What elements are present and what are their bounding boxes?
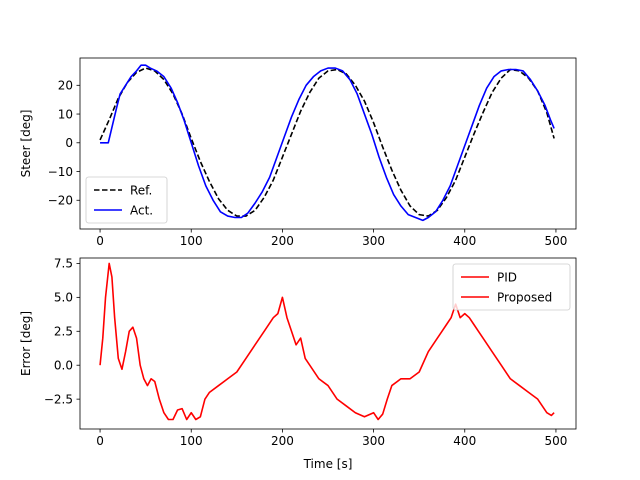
- subplot-2: 0 100 200 300 400 500 −2.5 0.0 2.5 5.0 7.5 Error [d…: [19, 257, 577, 471]
- series-line-act: [100, 64, 555, 222]
- plots: 0 100 200 300 400 500 −20 −10 0 10 20 Steer [deg] Re…: [19, 57, 577, 471]
- series-line-pid: [99, 262, 555, 421]
- legend-label: Act.: [130, 203, 153, 217]
- y-axis-label: Error [deg]: [19, 311, 33, 376]
- x-tick-label: 500: [544, 234, 567, 248]
- y-axis-label: Steer [deg]: [19, 110, 33, 178]
- x-tick-label: 200: [271, 434, 294, 448]
- series-line-ref: [99, 67, 555, 217]
- legend: PID Proposed: [452, 263, 571, 311]
- x-tick-label: 400: [453, 434, 476, 448]
- legend-label: Proposed: [497, 290, 552, 304]
- y-tick-label: 10: [58, 107, 73, 121]
- x-tick-label: 0: [96, 434, 104, 448]
- y-tick-label: 2.5: [54, 325, 73, 339]
- legend-box: [85, 176, 168, 224]
- y-tick-label: 0: [65, 136, 73, 150]
- x-tick-label: 0: [96, 234, 104, 248]
- x-tick-label: 100: [180, 234, 203, 248]
- x-tick-label: 300: [362, 234, 385, 248]
- x-tick-label: 100: [180, 434, 203, 448]
- y-tick-label: −10: [48, 165, 73, 179]
- x-tick-label: 500: [544, 434, 567, 448]
- y-tick-label: 7.5: [54, 257, 73, 271]
- axes-frame: [79, 257, 577, 430]
- y-tick-label: −20: [48, 194, 73, 208]
- x-tick-label: 200: [271, 234, 294, 248]
- legend-label: PID: [497, 270, 517, 284]
- y-tick-label: −2.5: [44, 392, 73, 406]
- y-tick-label: 20: [58, 79, 73, 93]
- y-tick-label: 5.0: [54, 291, 73, 305]
- subplot-1: 0 100 200 300 400 500 −20 −10 0 10 20 Steer [deg] Re…: [19, 57, 577, 248]
- legend-label: Ref.: [130, 183, 152, 197]
- legend-box: [452, 263, 571, 311]
- legend: Ref. Act.: [85, 176, 168, 224]
- axes-frame: [79, 57, 577, 230]
- x-tick-label: 400: [453, 234, 476, 248]
- y-tick-label: 0.0: [54, 359, 73, 373]
- x-tick-label: 300: [362, 434, 385, 448]
- x-axis-label: Time [s]: [303, 457, 353, 471]
